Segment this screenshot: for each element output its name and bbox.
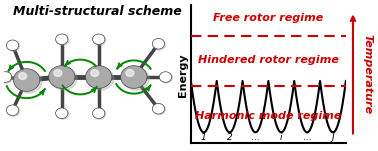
- Circle shape: [153, 39, 166, 50]
- Circle shape: [93, 34, 105, 45]
- Circle shape: [7, 106, 20, 116]
- Circle shape: [14, 69, 40, 91]
- Text: Hindered rotor regime: Hindered rotor regime: [198, 55, 339, 65]
- Circle shape: [7, 41, 20, 51]
- Text: Harmonic mode regime: Harmonic mode regime: [195, 111, 342, 121]
- Text: Free rotor regime: Free rotor regime: [213, 13, 324, 23]
- Circle shape: [152, 103, 164, 114]
- Circle shape: [122, 67, 149, 90]
- Circle shape: [56, 34, 68, 45]
- Circle shape: [15, 70, 42, 93]
- Circle shape: [6, 40, 19, 51]
- Text: Multi-structural scheme: Multi-structural scheme: [12, 5, 181, 18]
- Circle shape: [19, 73, 26, 79]
- Text: i: i: [280, 133, 282, 142]
- Circle shape: [0, 72, 12, 83]
- Circle shape: [93, 35, 106, 45]
- Circle shape: [91, 70, 99, 76]
- Circle shape: [85, 66, 112, 88]
- Circle shape: [54, 70, 62, 76]
- Text: Temperature: Temperature: [362, 34, 372, 114]
- Text: 2: 2: [227, 133, 232, 142]
- Circle shape: [160, 72, 173, 83]
- Circle shape: [87, 67, 114, 90]
- Circle shape: [121, 66, 147, 88]
- Circle shape: [57, 35, 69, 45]
- Circle shape: [160, 72, 172, 82]
- Circle shape: [126, 70, 134, 76]
- Circle shape: [51, 67, 77, 90]
- Circle shape: [6, 105, 19, 116]
- Circle shape: [152, 39, 164, 49]
- Text: J: J: [332, 133, 334, 142]
- Text: ...: ...: [251, 133, 260, 142]
- Circle shape: [0, 72, 12, 82]
- Circle shape: [153, 104, 166, 115]
- Circle shape: [57, 109, 69, 119]
- Circle shape: [93, 108, 105, 119]
- Circle shape: [49, 66, 75, 88]
- Text: Energy: Energy: [178, 54, 188, 97]
- Text: ...: ...: [303, 133, 311, 142]
- Circle shape: [56, 108, 68, 119]
- Circle shape: [93, 109, 106, 119]
- Text: 1: 1: [201, 133, 207, 142]
